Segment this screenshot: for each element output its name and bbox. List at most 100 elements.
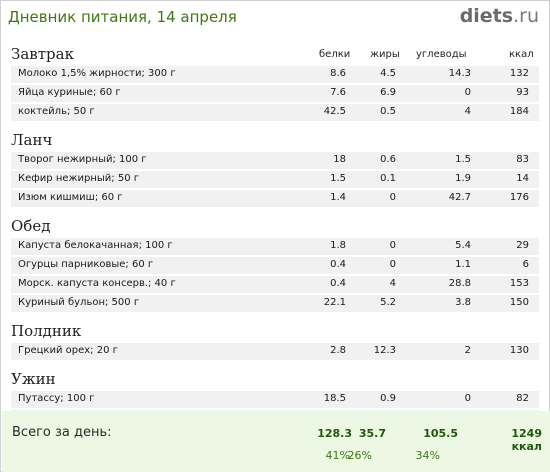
food-carbs: 5.4	[455, 240, 471, 251]
food-row[interactable]: коктейль; 50 г 42.5 0.5 4 184	[11, 104, 539, 121]
food-fat: 0.5	[380, 106, 396, 117]
food-kcal: 150	[509, 297, 529, 308]
food-protein: 1.4	[330, 192, 346, 203]
food-name: Яйца куриные; 60 г	[18, 87, 121, 98]
column-header-kcal: ккал	[509, 49, 534, 60]
section-header: Полдник	[1, 318, 549, 343]
food-row[interactable]: Куриный бульон; 500 г 22.1 5.2 3.8 150	[11, 295, 539, 312]
food-row[interactable]: Молоко 1,5% жирности; 300 г 8.6 4.5 14.3 132	[11, 66, 539, 83]
meal-sections: Завтрак белки жиры углеводы ккал Молоко 1,5% …	[1, 41, 549, 433]
food-name: Куриный бульон; 500 г	[18, 297, 140, 308]
food-row[interactable]: Творог нежирный; 100 г 18 0.6 1.5 83	[11, 152, 539, 169]
food-kcal: 130	[509, 345, 529, 356]
section-title: Ланч	[11, 131, 53, 149]
food-protein: 42.5	[323, 106, 346, 117]
food-kcal: 184	[509, 106, 529, 117]
total-fat: 35.7	[358, 427, 386, 440]
section-title: Ужин	[11, 370, 56, 388]
food-fat: 5.2	[380, 297, 396, 308]
food-fat: 6.9	[380, 87, 396, 98]
total-protein: 128.3	[317, 427, 352, 440]
section-header: Ужин	[1, 366, 549, 391]
food-kcal: 83	[516, 154, 529, 165]
food-carbs: 3.8	[455, 297, 471, 308]
food-protein: 1.5	[330, 173, 346, 184]
section-header: Ланч	[1, 127, 549, 152]
food-list: Молоко 1,5% жирности; 300 г 8.6 4.5 14.3 132…	[11, 66, 539, 121]
header: Дневник питания, 14 апреля diets.ru	[1, 1, 549, 37]
food-kcal: 6	[522, 259, 529, 270]
food-kcal: 82	[516, 393, 529, 404]
meal-section: Ланч Творог нежирный; 100 г 18 0.6 1.5 83 Кефи…	[1, 127, 549, 213]
food-kcal: 14	[516, 173, 529, 184]
food-name: Морск. капуста консерв.; 40 г	[18, 278, 176, 289]
food-protein: 8.6	[330, 68, 346, 79]
food-row[interactable]: Огурцы парниковые; 60 г 0.4 0 1.1 6	[11, 257, 539, 274]
column-header-fat: жиры	[370, 49, 400, 60]
food-protein: 2.8	[330, 345, 346, 356]
section-header: Завтрак белки жиры углеводы ккал	[1, 41, 549, 66]
food-protein: 18.5	[323, 393, 346, 404]
food-name: Творог нежирный; 100 г	[18, 154, 147, 165]
site-logo[interactable]: diets.ru	[460, 5, 539, 27]
food-row[interactable]: Яйца куриные; 60 г 7.6 6.9 0 93	[11, 85, 539, 102]
section-title: Завтрак	[11, 45, 74, 63]
food-kcal: 93	[516, 87, 529, 98]
total-fat-pct: 26%	[347, 449, 372, 462]
food-carbs: 1.5	[455, 154, 471, 165]
food-fat: 4.5	[380, 68, 396, 79]
food-fat: 0.9	[380, 393, 396, 404]
logo-main: diets	[459, 5, 514, 27]
food-name: Огурцы парниковые; 60 г	[18, 259, 154, 270]
food-fat: 0	[389, 240, 396, 251]
food-fat: 0.6	[380, 154, 396, 165]
daily-totals: Всего за день: 128.3 35.7 105.5 1249 кка…	[2, 411, 550, 472]
food-fat: 0	[389, 192, 396, 203]
food-carbs: 42.7	[448, 192, 471, 203]
food-row[interactable]: Грецкий орех; 20 г 2.8 12.3 2 130	[11, 343, 539, 360]
section-header: Обед	[1, 213, 549, 238]
meal-section: Полдник Грецкий орех; 20 г 2.8 12.3 2 130	[1, 318, 549, 366]
food-name: Грецкий орех; 20 г	[18, 345, 118, 356]
food-name: Молоко 1,5% жирности; 300 г	[18, 68, 176, 79]
page-title: Дневник питания, 14 апреля	[8, 8, 237, 26]
column-header-carbs: углеводы	[416, 49, 467, 60]
total-carbs: 105.5	[423, 427, 458, 440]
food-row[interactable]: Капуста белокачанная; 100 г 1.8 0 5.4 29	[11, 238, 539, 255]
logo-tld: .ru	[513, 5, 539, 27]
food-carbs: 0	[464, 393, 471, 404]
food-name: Путассу; 100 г	[18, 393, 95, 404]
food-list: Капуста белокачанная; 100 г 1.8 0 5.4 29 Огур…	[11, 238, 539, 312]
food-name: Изюм кишмиш; 60 г	[18, 192, 123, 203]
food-carbs: 1.9	[455, 173, 471, 184]
food-kcal: 132	[509, 68, 529, 79]
food-list: Творог нежирный; 100 г 18 0.6 1.5 83 Кефир не…	[11, 152, 539, 207]
food-fat: 12.3	[373, 345, 396, 356]
totals-label: Всего за день:	[12, 425, 112, 440]
food-protein: 0.4	[330, 259, 346, 270]
food-fat: 0.1	[380, 173, 396, 184]
food-row[interactable]: Изюм кишмиш; 60 г 1.4 0 42.7 176	[11, 190, 539, 207]
section-title: Обед	[11, 217, 51, 235]
total-kcal: 1249 ккал	[511, 427, 542, 453]
section-title: Полдник	[11, 322, 82, 340]
food-name: Кефир нежирный; 50 г	[18, 173, 140, 184]
meal-section: Обед Капуста белокачанная; 100 г 1.8 0 5.4 29…	[1, 213, 549, 318]
food-carbs: 4	[464, 106, 471, 117]
meal-section: Завтрак белки жиры углеводы ккал Молоко 1,5% …	[1, 41, 549, 127]
column-header-protein: белки	[319, 49, 351, 60]
food-row[interactable]: Кефир нежирный; 50 г 1.5 0.1 1.9 14	[11, 171, 539, 188]
food-protein: 1.8	[330, 240, 346, 251]
total-protein-pct: 41%	[325, 449, 350, 462]
food-kcal: 29	[516, 240, 529, 251]
food-row[interactable]: Морск. капуста консерв.; 40 г 0.4 4 28.8 153	[11, 276, 539, 293]
food-carbs: 2	[464, 345, 471, 356]
food-kcal: 176	[509, 192, 529, 203]
food-list: Грецкий орех; 20 г 2.8 12.3 2 130	[11, 343, 539, 360]
food-protein: 0.4	[330, 278, 346, 289]
food-protein: 7.6	[330, 87, 346, 98]
food-row[interactable]: Путассу; 100 г 18.5 0.9 0 82	[11, 391, 539, 408]
total-carbs-pct: 34%	[415, 449, 440, 462]
food-carbs: 0	[464, 87, 471, 98]
